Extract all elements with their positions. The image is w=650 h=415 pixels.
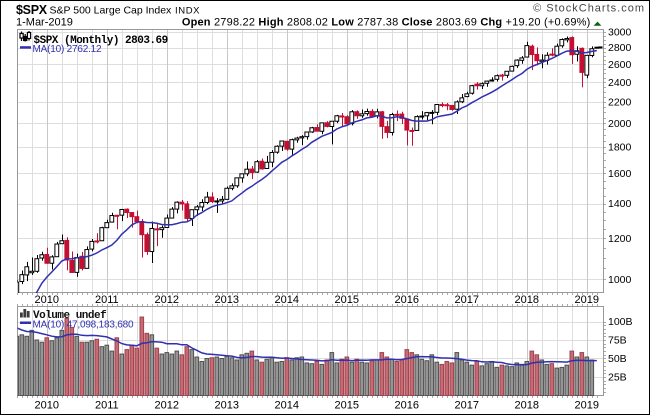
svg-text:2010: 2010 (35, 400, 59, 412)
svg-text:2012: 2012 (155, 400, 179, 412)
svg-text:MA(10) 47,098,183,680: MA(10) 47,098,183,680 (33, 320, 135, 331)
svg-text:$SPX: $SPX (16, 3, 48, 17)
svg-text:1200: 1200 (608, 233, 632, 245)
svg-text:1600: 1600 (608, 168, 632, 180)
svg-text:2019: 2019 (575, 400, 599, 412)
svg-text:2014: 2014 (275, 400, 299, 412)
svg-text:Open 2798.22 High 2808.02 Low: Open 2798.22 High 2808.02 Low 2787.38 Cl… (182, 17, 591, 29)
svg-text:2012: 2012 (155, 294, 179, 306)
svg-text:2011: 2011 (95, 400, 119, 412)
svg-text:2015: 2015 (335, 400, 359, 412)
svg-text:2019: 2019 (575, 294, 599, 306)
svg-text:2013: 2013 (215, 400, 239, 412)
svg-text:2017: 2017 (455, 400, 479, 412)
svg-text:2011: 2011 (95, 294, 119, 306)
svg-text:MA(10) 2762.12: MA(10) 2762.12 (33, 44, 103, 55)
svg-text:1400: 1400 (608, 198, 632, 210)
svg-text:2018: 2018 (515, 294, 539, 306)
svg-text:INDX: INDX (175, 6, 200, 17)
svg-text:2018: 2018 (515, 400, 539, 412)
svg-text:2800: 2800 (608, 42, 632, 54)
svg-text:75B: 75B (608, 335, 627, 347)
svg-text:100B: 100B (608, 316, 633, 328)
svg-text:1000: 1000 (608, 274, 632, 286)
svg-text:2017: 2017 (455, 294, 479, 306)
svg-text:50B: 50B (608, 353, 627, 365)
svg-text:2010: 2010 (35, 294, 59, 306)
svg-text:2600: 2600 (608, 59, 632, 71)
svg-text:S&P 500 Large Cap Index: S&P 500 Large Cap Index (50, 5, 173, 17)
svg-text:2016: 2016 (395, 400, 419, 412)
svg-text:25B: 25B (608, 372, 627, 384)
svg-text:2013: 2013 (215, 294, 239, 306)
svg-text:2014: 2014 (275, 294, 299, 306)
svg-text:$SPX (Monthly) 2803.69: $SPX (Monthly) 2803.69 (34, 35, 168, 47)
svg-text:© StockCharts.com: © StockCharts.com (533, 3, 645, 15)
svg-text:2016: 2016 (395, 294, 419, 306)
svg-text:2015: 2015 (335, 294, 359, 306)
svg-text:3000: 3000 (608, 27, 632, 39)
svg-text:2400: 2400 (608, 77, 632, 89)
svg-text:1-Mar-2019: 1-Mar-2019 (16, 17, 73, 29)
svg-text:1800: 1800 (608, 142, 632, 154)
svg-text:Volume undef: Volume undef (33, 310, 107, 322)
svg-text:2200: 2200 (608, 97, 632, 109)
svg-text:2000: 2000 (608, 118, 632, 130)
